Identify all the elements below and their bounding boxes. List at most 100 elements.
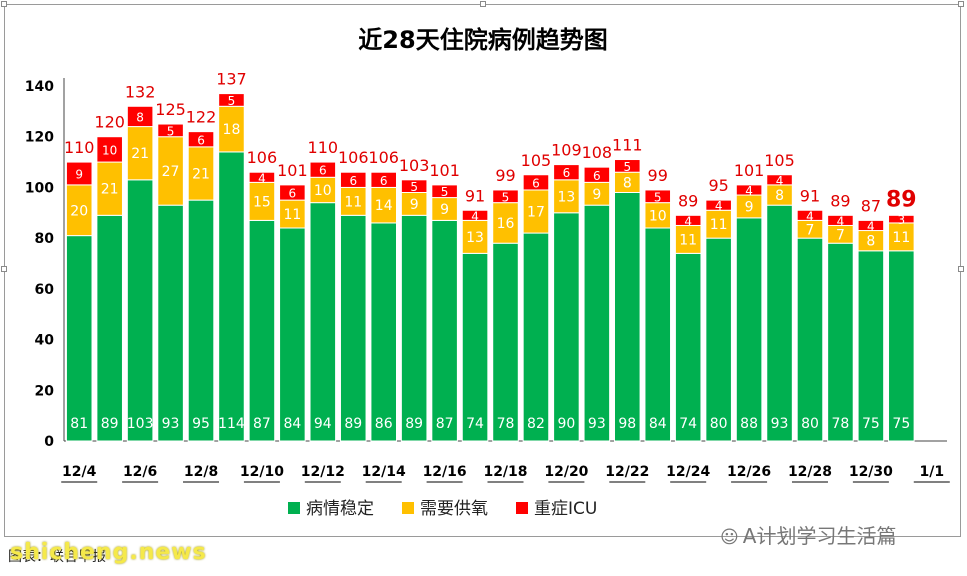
resize-handle-top-right[interactable] — [958, 1, 964, 7]
bar-value-label: 9 — [745, 199, 754, 215]
bar-total-label: 89 — [886, 187, 917, 212]
bar-segment — [461, 219, 489, 254]
bar-value-label: 18 — [223, 122, 241, 138]
bar-value-label: 17 — [527, 205, 545, 221]
bar-value-label: 10 — [102, 143, 117, 157]
bar-segment — [218, 93, 245, 107]
x-tick-label: 12/20 — [544, 464, 588, 480]
bar-segment — [370, 171, 397, 188]
bar-value-label: 11 — [679, 232, 697, 248]
bar-value-label: 4 — [837, 214, 845, 228]
bar-value-label: 11 — [283, 207, 301, 223]
bar-value-label: 11 — [344, 194, 362, 210]
bar-value-label: 89 — [101, 416, 119, 432]
bar-value-label: 81 — [70, 416, 88, 432]
bar-value-label: 9 — [410, 197, 419, 213]
bar-value-label: 7 — [836, 227, 845, 243]
chart-title: 近28天住院病例趋势图 — [358, 26, 607, 54]
wechat-icon: ☺ — [720, 527, 739, 548]
resize-handle-left[interactable] — [1, 266, 7, 272]
bar-segment — [888, 214, 915, 224]
bar-segment — [279, 184, 306, 201]
bar-segment — [674, 214, 702, 226]
bar-value-label: 9 — [75, 167, 83, 181]
bar-value-label: 6 — [349, 174, 357, 188]
x-tick-label: 12/30 — [849, 464, 893, 480]
wechat-account: A计划学习生活篇 — [742, 524, 897, 548]
y-tick-label: 100 — [25, 180, 54, 196]
bar-value-label: 5 — [502, 190, 510, 204]
bar-value-label: 95 — [192, 416, 210, 432]
x-tick-label: 12/18 — [483, 464, 527, 480]
bar-segment — [796, 237, 824, 442]
bar-total-label: 137 — [216, 70, 247, 89]
bar-value-label: 98 — [618, 416, 636, 432]
bar-value-label: 10 — [314, 183, 332, 199]
bar-segment — [279, 199, 306, 229]
bar-segment — [888, 222, 915, 252]
bar-total-label: 105 — [764, 151, 795, 170]
y-tick-label: 80 — [35, 231, 55, 247]
bar-total-label: 103 — [399, 156, 430, 175]
bar-value-label: 4 — [867, 219, 875, 233]
bar-value-label: 4 — [471, 209, 479, 223]
bar-segment — [614, 159, 641, 173]
bar-value-label: 13 — [466, 230, 484, 246]
x-tick-label: 1/1 — [919, 464, 944, 480]
bar-segment — [157, 136, 184, 206]
bar-segment — [522, 189, 550, 234]
bar-total-label: 101 — [277, 161, 308, 180]
bar-total-label: 91 — [800, 186, 820, 205]
bar-segment — [857, 219, 885, 232]
bar-segment — [522, 232, 550, 442]
bar-value-label: 11 — [892, 230, 910, 246]
bar-segment — [96, 161, 123, 216]
resize-handle-top[interactable] — [480, 1, 486, 7]
bar-segment — [96, 136, 123, 163]
x-tick-label: 12/6 — [123, 464, 157, 480]
y-tick-label: 120 — [25, 130, 54, 146]
bar-segment — [492, 242, 519, 442]
bar-value-label: 13 — [557, 189, 575, 205]
bar-total-label: 125 — [155, 100, 186, 119]
x-tick-label: 12/8 — [184, 464, 218, 480]
bar-value-label: 86 — [375, 416, 393, 432]
bar-value-label: 75 — [862, 416, 880, 432]
bar-value-label: 74 — [466, 416, 484, 432]
bar-total-label: 99 — [495, 166, 515, 185]
bar-value-label: 103 — [127, 416, 154, 432]
bar-value-label: 84 — [283, 416, 301, 432]
bar-segment — [857, 250, 885, 442]
bar-total-label: 89 — [678, 191, 698, 210]
bar-segment — [218, 151, 245, 442]
bar-value-label: 82 — [527, 416, 545, 432]
bar-value-label: 114 — [218, 416, 245, 432]
bar-segment — [796, 209, 824, 221]
bar-segment — [65, 184, 93, 237]
resize-handle-top-left[interactable] — [1, 1, 7, 7]
bar-value-label: 4 — [745, 184, 753, 198]
legend-swatch — [516, 502, 528, 514]
bar-segment — [583, 204, 611, 442]
bar-value-label: 5 — [167, 124, 175, 138]
y-tick-label: 40 — [35, 333, 55, 349]
bar-value-label: 90 — [557, 416, 575, 432]
bar-segment — [126, 126, 154, 181]
bar-segment — [187, 199, 215, 442]
bar-value-label: 74 — [679, 416, 697, 432]
bar-value-label: 20 — [70, 203, 88, 219]
bar-value-label: 93 — [771, 416, 789, 432]
resize-handle-right[interactable] — [958, 266, 964, 272]
bar-value-label: 80 — [801, 416, 819, 432]
bar-value-label: 5 — [228, 94, 236, 108]
bar-segment — [279, 227, 306, 442]
bar-segment — [461, 252, 489, 442]
bar-value-label: 80 — [710, 416, 728, 432]
legend-label: 重症ICU — [534, 499, 597, 519]
bar-segment — [309, 161, 337, 178]
bar-segment — [339, 214, 367, 442]
bar-value-label: 8 — [136, 110, 144, 124]
x-tick-label: 12/4 — [62, 464, 97, 480]
bar-value-label: 4 — [715, 199, 723, 213]
x-tick-label: 12/24 — [666, 464, 710, 480]
